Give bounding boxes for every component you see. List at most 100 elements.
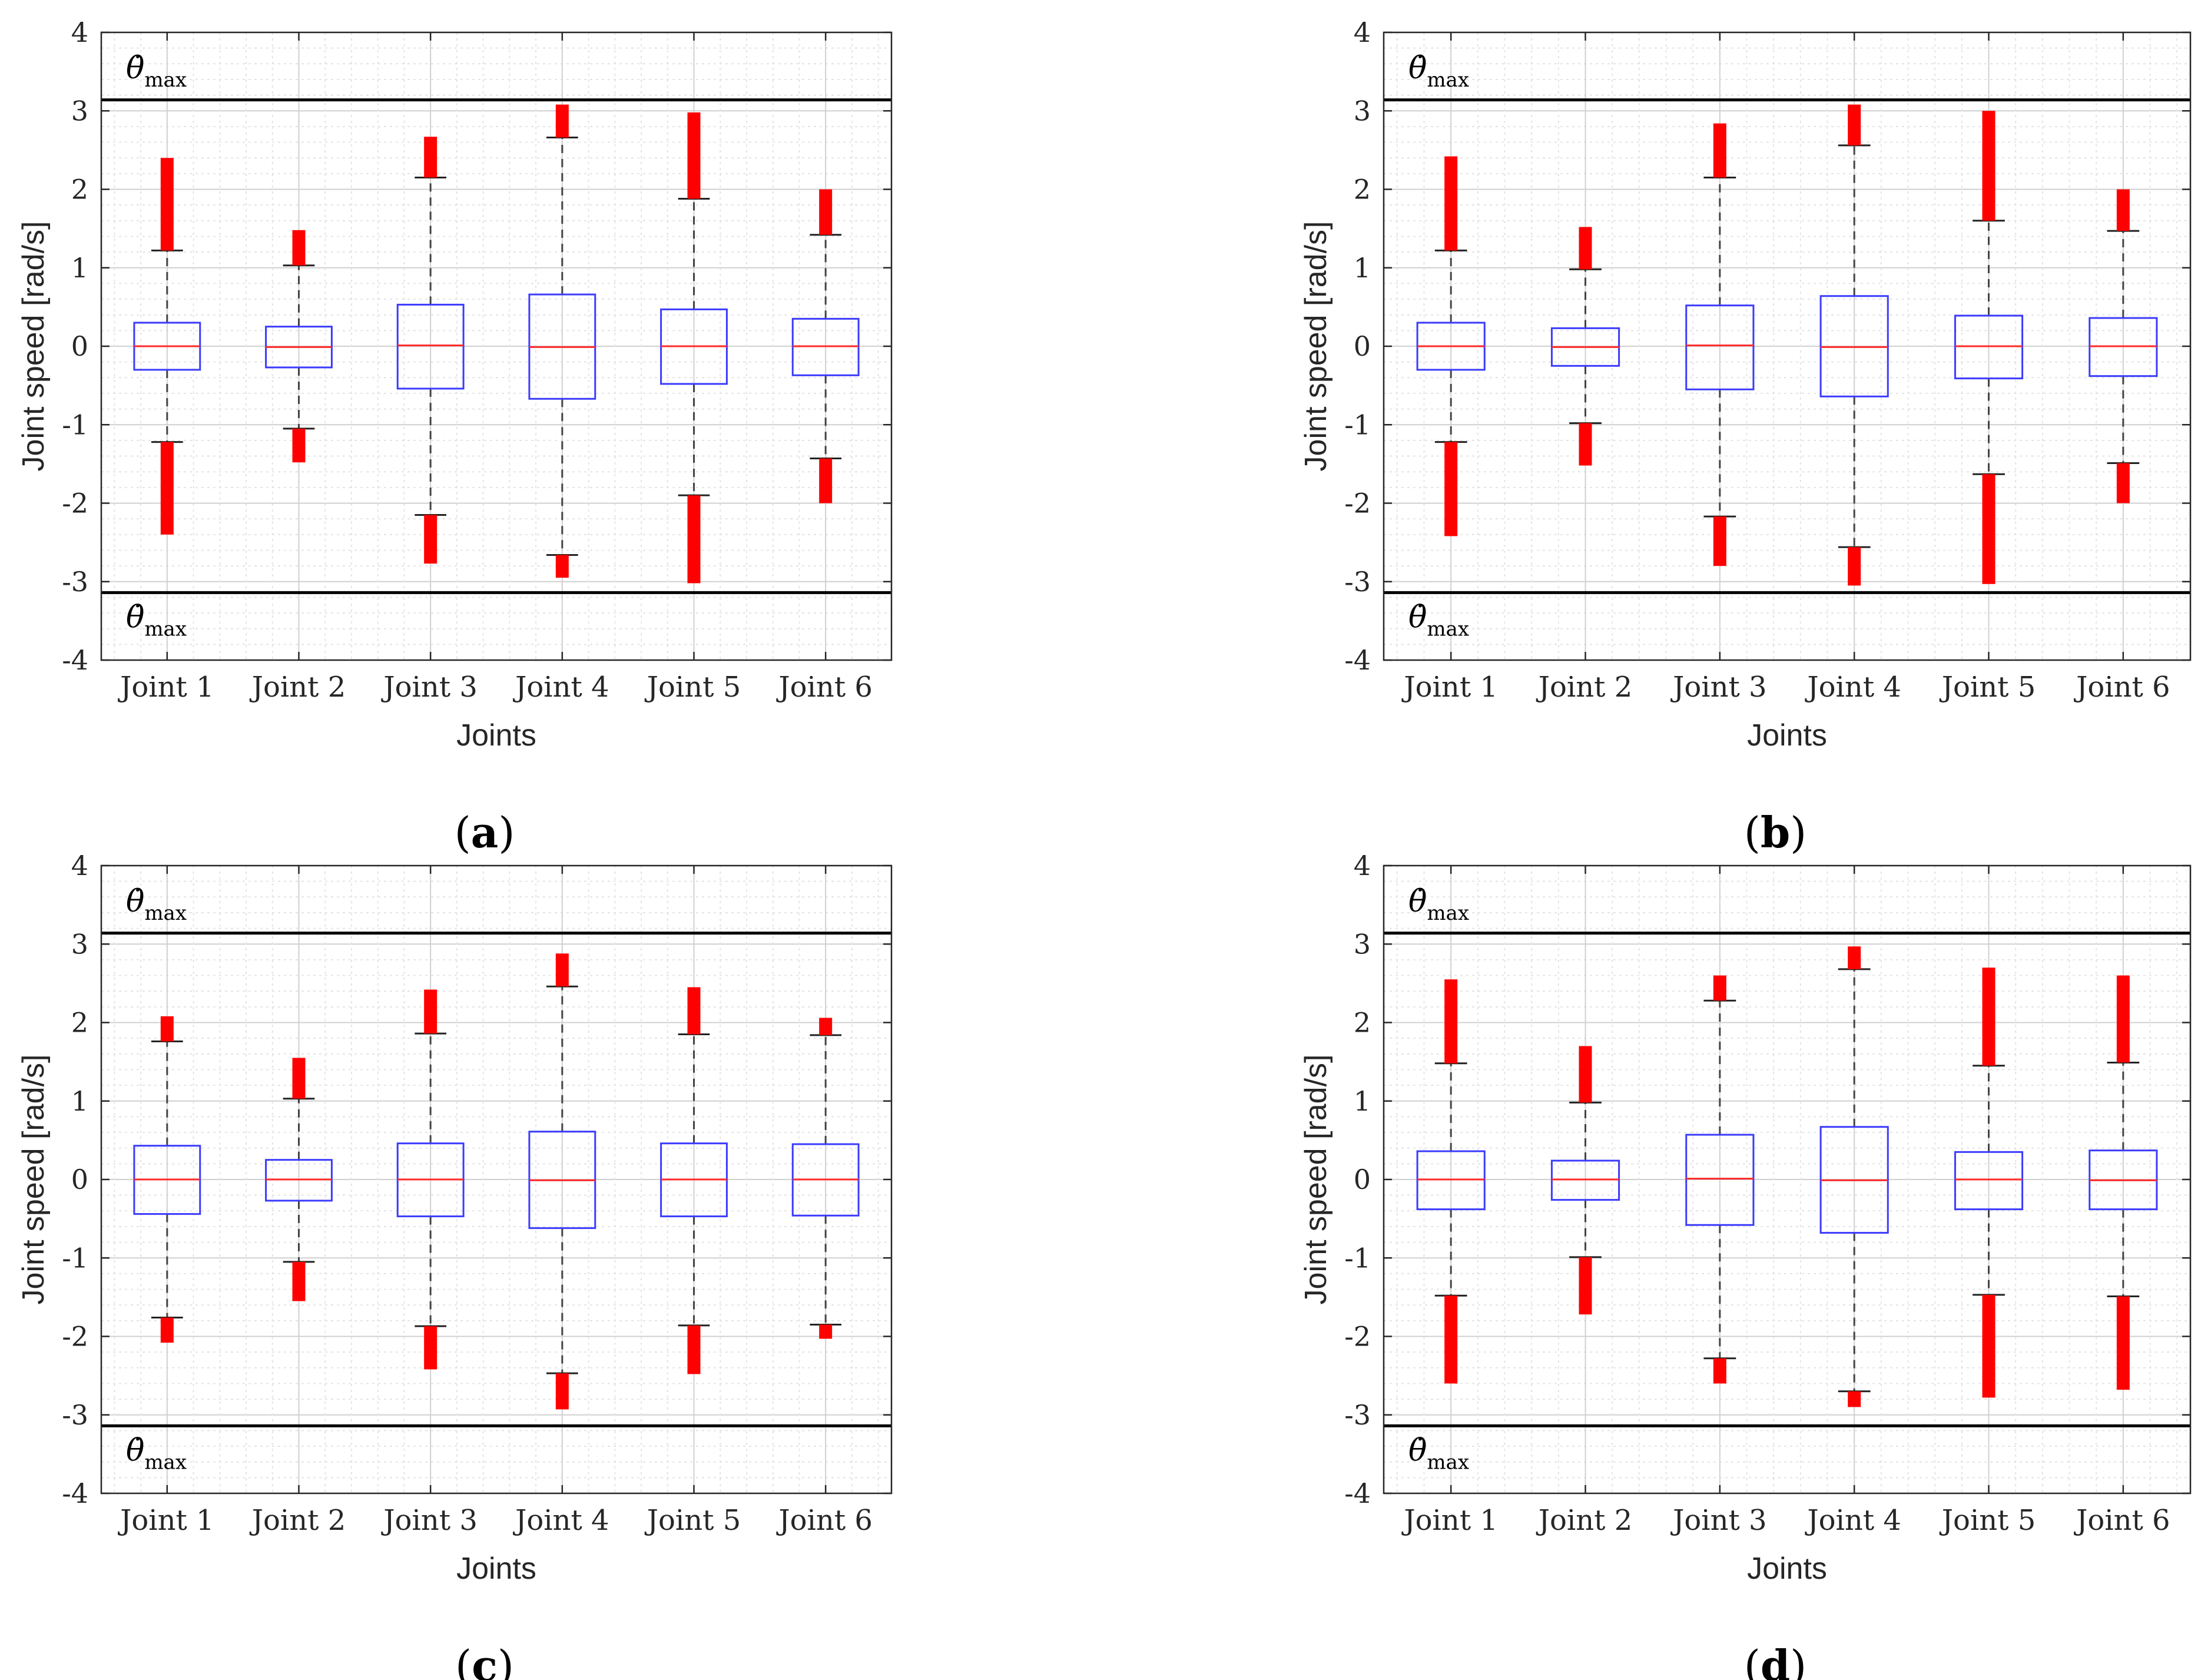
outliers-lower bbox=[1579, 423, 1592, 466]
outliers-lower bbox=[1848, 1391, 1861, 1407]
limit-subscript: max bbox=[1427, 902, 1469, 925]
x-tick-label: Joint 4 bbox=[512, 1504, 609, 1537]
x-tick-label: Joint 5 bbox=[644, 1504, 741, 1537]
grid bbox=[101, 32, 891, 661]
outliers-lower bbox=[1848, 547, 1861, 586]
panel-label-letter: b bbox=[1761, 807, 1790, 857]
y-tick-label: -4 bbox=[62, 644, 88, 676]
box-3 bbox=[396, 137, 465, 564]
x-tick-label: Joint 3 bbox=[380, 1504, 478, 1537]
outliers-upper bbox=[424, 989, 437, 1034]
y-tick-label: -3 bbox=[1344, 566, 1371, 598]
panel-label: (a) bbox=[455, 807, 515, 857]
outliers-upper bbox=[1579, 1046, 1592, 1103]
box-1 bbox=[133, 158, 201, 535]
panel-label-close: ) bbox=[1790, 808, 1806, 857]
y-axis-label: Joint speed [rad/s] bbox=[16, 221, 51, 472]
x-tick-label: Joint 1 bbox=[1401, 671, 1498, 704]
y-axis-label: Joint speed [rad/s] bbox=[1299, 1055, 1333, 1305]
panel-label: (d) bbox=[1744, 1641, 1807, 1680]
box-iqr bbox=[1954, 1151, 2024, 1211]
y-tick-label: 4 bbox=[71, 16, 88, 48]
y-tick-label: 2 bbox=[1354, 174, 1371, 206]
panel-label-close: ) bbox=[498, 1641, 514, 1680]
outliers-lower bbox=[1713, 516, 1726, 566]
box-2 bbox=[265, 1058, 333, 1301]
limit-subscript: max bbox=[144, 618, 187, 641]
y-tick-label: 0 bbox=[71, 330, 88, 362]
box-1 bbox=[1416, 156, 1486, 536]
y-tick-label: -1 bbox=[1344, 1242, 1371, 1274]
outliers-lower bbox=[819, 458, 833, 503]
outliers-upper bbox=[160, 158, 174, 251]
y-tick-label: 2 bbox=[71, 174, 88, 206]
limit-subscript: max bbox=[1427, 68, 1469, 92]
box-iqr bbox=[1685, 304, 1755, 390]
x-tick-label: Joint 2 bbox=[1536, 1504, 1633, 1537]
box-iqr bbox=[1685, 1134, 1755, 1226]
y-tick-label: -3 bbox=[62, 1399, 88, 1431]
box-4 bbox=[1819, 104, 1889, 586]
outliers-lower bbox=[292, 428, 306, 463]
x-axis-label: Joints bbox=[456, 1552, 536, 1586]
limit-symbol: θ̇ bbox=[1408, 884, 1427, 919]
box-4 bbox=[1819, 946, 1889, 1407]
outliers-upper bbox=[292, 1058, 306, 1099]
lower-limit-label: θ̇max bbox=[1408, 600, 1469, 641]
box-5 bbox=[1954, 967, 2024, 1398]
y-tick-label: -4 bbox=[1344, 644, 1371, 676]
outliers-lower bbox=[1982, 474, 1996, 584]
x-axis-label: Joints bbox=[1747, 718, 1827, 753]
y-tick-label: 1 bbox=[71, 252, 88, 284]
box-6 bbox=[2089, 975, 2158, 1390]
outliers-upper bbox=[555, 104, 569, 138]
limit-subscript: max bbox=[144, 1451, 187, 1474]
x-tick-label: Joint 6 bbox=[775, 671, 873, 704]
x-tick-label: Joint 6 bbox=[775, 1504, 873, 1537]
box-4 bbox=[528, 104, 596, 578]
y-tick-label: -2 bbox=[62, 1321, 88, 1353]
x-tick-label: Joint 6 bbox=[2073, 671, 2170, 704]
panel-label-close: ) bbox=[1790, 1641, 1806, 1680]
limit-symbol: θ̇ bbox=[126, 600, 144, 635]
lower-limit-label: θ̇max bbox=[126, 600, 187, 641]
panel-label: (c) bbox=[455, 1641, 514, 1680]
y-tick-label: -1 bbox=[62, 409, 88, 440]
x-tick-label: Joint 1 bbox=[117, 1504, 214, 1537]
box-1 bbox=[1416, 979, 1486, 1384]
outliers-lower bbox=[424, 1326, 437, 1370]
outliers-upper bbox=[1848, 946, 1861, 969]
outliers-lower bbox=[1444, 442, 1458, 536]
upper-limit-label: θ̇max bbox=[1408, 51, 1469, 92]
x-tick-label: Joint 4 bbox=[1804, 671, 1901, 704]
panel-label: (b) bbox=[1744, 807, 1807, 857]
y-tick-label: 0 bbox=[1354, 330, 1371, 362]
y-tick-label: -2 bbox=[1344, 488, 1371, 519]
panel-label-open: ( bbox=[455, 1641, 472, 1680]
y-tick-label: 3 bbox=[1354, 95, 1371, 127]
y-tick-label: 3 bbox=[71, 928, 88, 960]
outliers-lower bbox=[1713, 1358, 1726, 1384]
x-tick-label: Joint 2 bbox=[249, 1504, 346, 1537]
y-tick-label: 2 bbox=[71, 1007, 88, 1039]
y-tick-label: 3 bbox=[1354, 928, 1371, 960]
y-axis-label: Joint speed [rad/s] bbox=[1299, 221, 1333, 472]
y-tick-label: 3 bbox=[71, 95, 88, 127]
outliers-lower bbox=[1444, 1295, 1458, 1384]
box-3 bbox=[1685, 975, 1755, 1384]
outliers-upper bbox=[160, 1016, 174, 1042]
y-tick-label: 1 bbox=[71, 1085, 88, 1117]
box-6 bbox=[791, 189, 860, 503]
outliers-upper bbox=[687, 987, 701, 1035]
x-tick-label: Joint 2 bbox=[1536, 671, 1633, 704]
box-3 bbox=[1685, 123, 1755, 566]
x-tick-label: Joint 5 bbox=[1939, 1504, 2036, 1537]
x-tick-label: Joint 2 bbox=[249, 671, 346, 704]
y-tick-label: 2 bbox=[1354, 1007, 1371, 1039]
outliers-upper bbox=[555, 953, 569, 987]
y-tick-label: -4 bbox=[62, 1477, 88, 1509]
